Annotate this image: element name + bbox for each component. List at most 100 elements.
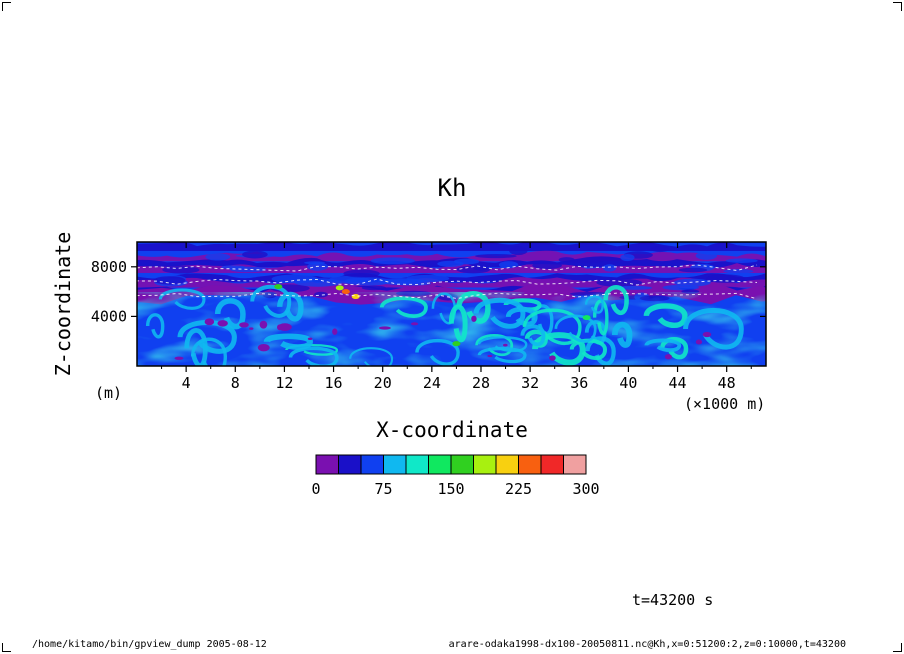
field-eddy bbox=[522, 308, 582, 345]
field-eddy bbox=[158, 288, 206, 310]
colorbar-swatch bbox=[360, 454, 384, 475]
field-eddy bbox=[611, 321, 633, 348]
field-layer bbox=[137, 242, 766, 251]
y-axis: 4000 8000 bbox=[91, 258, 766, 325]
x-axis-unit: (×1000 m) bbox=[684, 395, 766, 413]
field-patch bbox=[304, 261, 326, 265]
field-blotch bbox=[307, 337, 313, 341]
field-eddy bbox=[177, 319, 237, 354]
field-blotch bbox=[702, 331, 712, 338]
field-blotch bbox=[378, 326, 391, 330]
colorbar-tick-label: 75 bbox=[374, 480, 392, 498]
x-axis: 4 8 12 16 20 24 28 32 36 40 44 48 bbox=[161, 242, 752, 392]
field-patch bbox=[723, 269, 754, 274]
field-eddy bbox=[263, 333, 313, 350]
field-contour bbox=[137, 264, 758, 272]
field-blotch bbox=[503, 343, 508, 347]
field-patch bbox=[453, 258, 480, 265]
field-eddy bbox=[477, 346, 527, 364]
field-eddy bbox=[520, 324, 546, 347]
field-patch bbox=[343, 269, 380, 278]
footer-command: /home/kitamo/bin/gpview_dump 2005-08-12 bbox=[32, 639, 267, 650]
field-hotspot bbox=[582, 315, 591, 321]
field-patch bbox=[568, 260, 604, 264]
field-patch bbox=[725, 258, 758, 263]
colorbar-swatch bbox=[428, 454, 452, 475]
field-blotch bbox=[249, 327, 254, 330]
colorbar-tick-label: 225 bbox=[505, 480, 532, 498]
crop-mark-bottom-left bbox=[2, 643, 11, 652]
x-axis-label: X-coordinate bbox=[376, 418, 528, 442]
field-patch bbox=[382, 279, 430, 283]
x-tick-label: 12 bbox=[275, 374, 293, 392]
field-hotspot bbox=[335, 285, 344, 291]
field-eddy bbox=[505, 306, 538, 327]
field-hotspot bbox=[341, 289, 350, 295]
field-blotch bbox=[239, 322, 249, 328]
field-patch bbox=[602, 264, 617, 272]
field-patch bbox=[620, 253, 635, 262]
field-hotspot bbox=[274, 284, 283, 290]
field-blotch bbox=[410, 322, 419, 326]
field-blotch bbox=[204, 318, 215, 326]
field-blotch bbox=[277, 323, 292, 331]
field-patch bbox=[650, 245, 670, 253]
field-eddy bbox=[415, 339, 460, 366]
colorbar-tick-label: 300 bbox=[572, 480, 599, 498]
field-eddy bbox=[584, 295, 604, 314]
field-eddy bbox=[603, 284, 629, 316]
field-eddy bbox=[473, 297, 526, 329]
x-tick-label: 48 bbox=[718, 374, 736, 392]
field-contour bbox=[137, 278, 758, 286]
field-eddy bbox=[145, 313, 165, 339]
field-patch bbox=[162, 266, 200, 274]
field-patch bbox=[532, 262, 562, 269]
colorbar-tick-label: 150 bbox=[437, 480, 464, 498]
field-eddy bbox=[475, 334, 514, 357]
colorbar-swatch bbox=[518, 454, 542, 475]
field-eddy bbox=[250, 284, 292, 318]
colorbar-swatch bbox=[495, 454, 519, 475]
field-blotch bbox=[259, 320, 268, 329]
crop-mark-top-left bbox=[2, 2, 11, 11]
field-patch bbox=[242, 250, 268, 259]
field-patch bbox=[271, 274, 319, 284]
field-patch bbox=[370, 257, 416, 265]
x-tick-label: 44 bbox=[669, 374, 687, 392]
crop-mark-top-right bbox=[893, 2, 902, 11]
chart-title: Kh bbox=[437, 174, 467, 202]
field-hotspot bbox=[351, 294, 360, 300]
footer-source: arare-odaka1998-dx100-20050811.nc@Kh,x=0… bbox=[448, 639, 846, 650]
field-eddy bbox=[554, 314, 597, 343]
field-eddy bbox=[643, 303, 688, 329]
field-patch bbox=[509, 246, 528, 256]
x-tick-label: 28 bbox=[472, 374, 490, 392]
field-patch bbox=[456, 265, 491, 274]
field-eddy bbox=[448, 304, 468, 343]
field-patch bbox=[153, 276, 186, 285]
field-patch bbox=[205, 253, 231, 261]
y-axis-unit: (m) bbox=[95, 384, 123, 402]
field-hotspot bbox=[452, 341, 461, 347]
x-tick-label: 24 bbox=[423, 374, 441, 392]
colorbar-swatch bbox=[473, 454, 497, 475]
field-eddy bbox=[592, 299, 609, 336]
x-tick-label: 4 bbox=[182, 374, 191, 392]
field-blotch bbox=[487, 354, 493, 358]
field-patch bbox=[695, 251, 718, 260]
field-blotch bbox=[217, 320, 228, 327]
field-patch bbox=[229, 266, 267, 273]
field-patch bbox=[361, 285, 387, 291]
x-tick-label: 20 bbox=[374, 374, 392, 392]
colorbar-swatch bbox=[383, 454, 407, 475]
field-blotch bbox=[174, 356, 184, 360]
plot-frame bbox=[136, 241, 767, 367]
x-tick-label: 32 bbox=[521, 374, 539, 392]
x-tick-label: 16 bbox=[325, 374, 343, 392]
colorbar-tick-label: 0 bbox=[311, 480, 320, 498]
colorbar-swatch bbox=[315, 454, 339, 475]
field-eddy bbox=[569, 338, 608, 361]
x-tick-label: 8 bbox=[231, 374, 240, 392]
field-contour bbox=[137, 292, 758, 300]
